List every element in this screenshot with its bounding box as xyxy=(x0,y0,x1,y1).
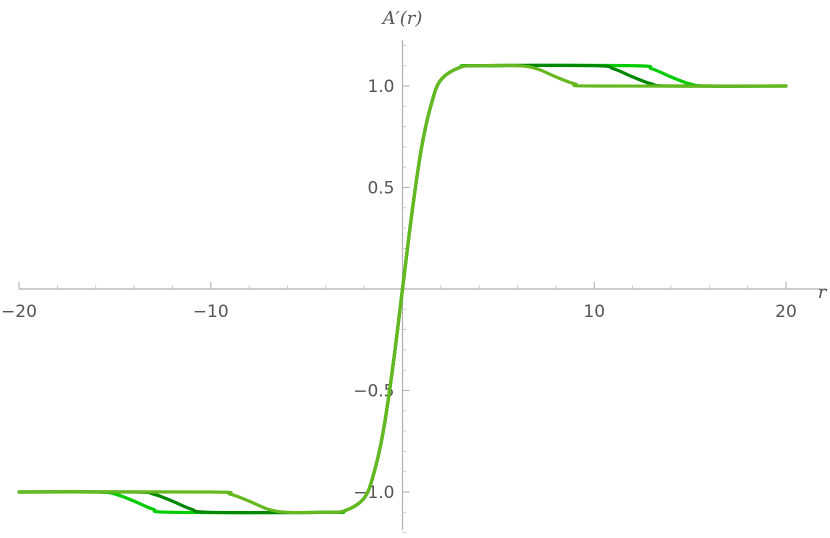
series-line-3 xyxy=(17,63,788,515)
y-tick-label: 0.5 xyxy=(367,179,394,199)
labels: A′(r) r xyxy=(381,8,828,303)
x-tick-label: 20 xyxy=(775,302,797,322)
y-tick-label: −0.5 xyxy=(353,382,394,402)
ticks: −20 −10 10 20 1.0 0.5 −0.5 −1.0 xyxy=(1,44,797,534)
x-tick-label: 10 xyxy=(583,302,605,322)
series-group xyxy=(17,63,788,515)
x-axis-label: r xyxy=(818,282,828,303)
y-tick-label: −1.0 xyxy=(353,483,394,503)
y-axis-label: A′(r) xyxy=(381,8,423,29)
y-tick-label: 1.0 xyxy=(367,77,394,97)
axes: −20 −10 10 20 1.0 0.5 −0.5 −1.0 xyxy=(1,40,826,534)
x-tick-label: −20 xyxy=(1,302,37,322)
x-tick-label: −10 xyxy=(193,302,229,322)
